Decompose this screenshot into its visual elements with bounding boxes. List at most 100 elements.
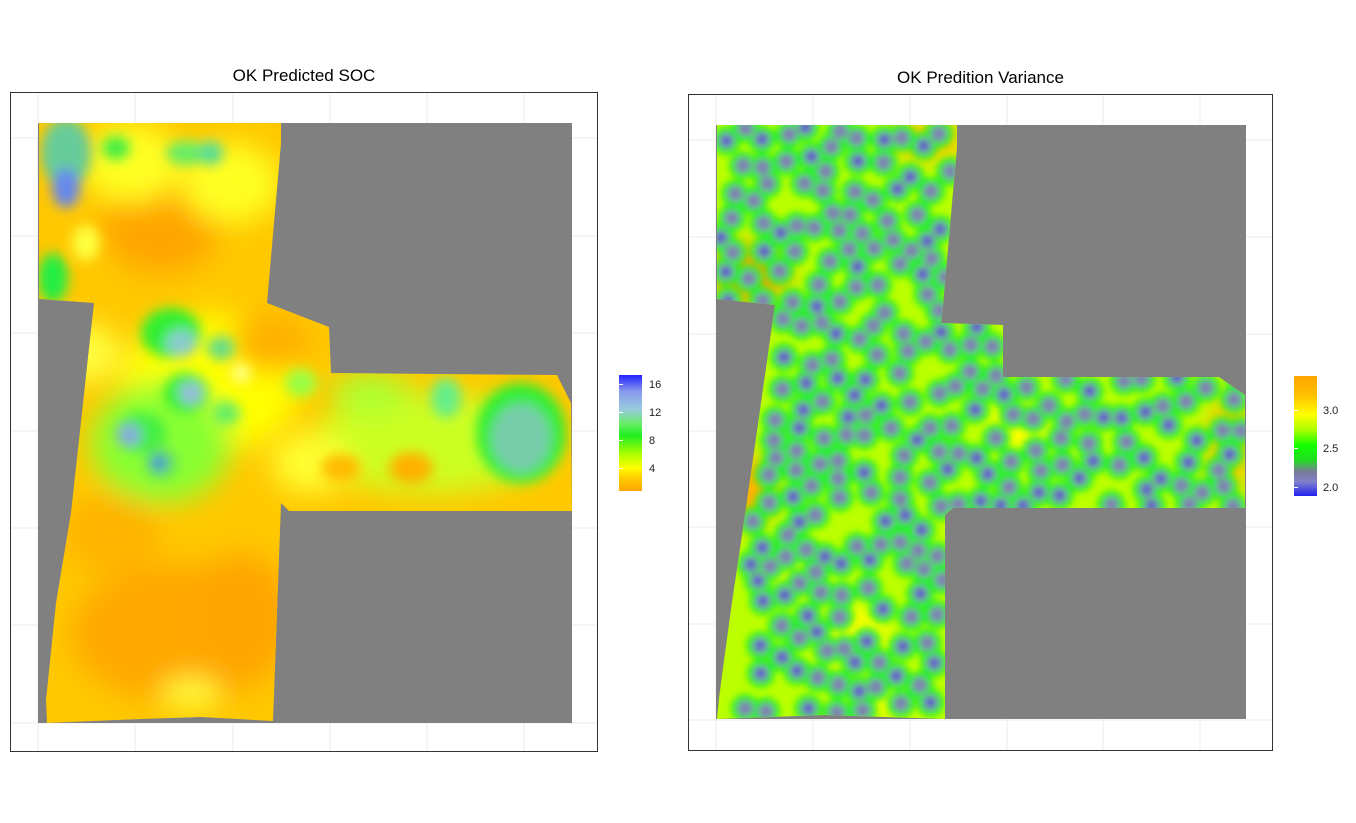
variance-blob xyxy=(760,247,768,255)
variance-blob xyxy=(856,427,873,444)
variance-blob xyxy=(936,225,944,233)
variance-blob xyxy=(851,331,868,348)
variance-blob xyxy=(830,452,847,469)
variance-blob xyxy=(885,231,902,248)
variance-blob xyxy=(984,338,1001,355)
variance-legend-tick-3-0: 3.0 xyxy=(1323,405,1339,417)
variance-blob xyxy=(919,634,936,651)
variance-blob xyxy=(929,606,946,623)
variance-blob xyxy=(832,330,840,338)
variance-blob xyxy=(838,426,855,443)
variance-blob xyxy=(795,518,803,526)
variance-blob xyxy=(1154,398,1171,415)
variance-legend-tick-mark xyxy=(1294,410,1298,411)
variance-blob xyxy=(854,157,862,165)
variance-blob xyxy=(813,302,821,310)
variance-blob xyxy=(1141,408,1149,416)
variance-blob xyxy=(808,153,816,161)
variance-blob xyxy=(848,279,865,296)
variance-blob xyxy=(860,468,868,476)
variance-blob xyxy=(860,579,877,596)
variance-blob xyxy=(771,262,788,279)
variance-blob xyxy=(876,304,893,321)
variance-blob xyxy=(745,192,762,209)
variance-blob xyxy=(1019,502,1027,510)
variance-blob xyxy=(1193,436,1201,444)
variance-blob xyxy=(943,417,960,434)
variance-blob xyxy=(816,430,833,447)
soc-legend-tick-mark xyxy=(619,412,623,413)
variance-blob xyxy=(831,489,848,506)
variance-blob xyxy=(1173,477,1190,494)
variance-blob xyxy=(784,294,801,311)
variance-blob xyxy=(830,470,847,487)
map-panel-variance xyxy=(688,94,1273,751)
variance-blob xyxy=(815,182,832,199)
variance-blob xyxy=(754,577,762,585)
variance-blob xyxy=(882,517,890,525)
variance-blob xyxy=(831,222,848,239)
variance-blob xyxy=(906,173,914,181)
variance-blob xyxy=(1032,462,1049,479)
variance-blob xyxy=(722,137,730,145)
variance-blob xyxy=(813,628,821,636)
variance-blob xyxy=(930,125,947,142)
variance-blob xyxy=(735,157,752,174)
variance-blob xyxy=(758,544,766,552)
variance-blob xyxy=(947,378,964,395)
variance-blob xyxy=(893,185,901,193)
variance-blob xyxy=(971,406,979,414)
variance-blob xyxy=(779,527,796,544)
variance-blob xyxy=(1215,478,1232,495)
variance-blob xyxy=(921,474,938,491)
variance-blob xyxy=(747,561,755,569)
variance-blob xyxy=(780,353,788,361)
variance-blob xyxy=(919,270,927,278)
variance-blob xyxy=(754,159,771,176)
variance-blob xyxy=(1027,442,1044,459)
variance-blob xyxy=(795,424,803,432)
variance-legend-tick-mark xyxy=(1294,448,1298,449)
variance-blob xyxy=(781,591,789,599)
variance-blob xyxy=(737,125,754,137)
variance-blob xyxy=(1075,474,1083,482)
variance-blob xyxy=(854,263,862,271)
variance-blob xyxy=(867,678,884,695)
variance-blob xyxy=(1118,414,1126,422)
variance-blob xyxy=(920,142,928,150)
variance-blob xyxy=(973,323,981,331)
variance-blob xyxy=(857,407,874,424)
variance-blob xyxy=(922,419,939,436)
variance-blob xyxy=(821,253,838,270)
variance-blob xyxy=(759,597,767,605)
variance-blob xyxy=(760,466,777,483)
variance-blob xyxy=(915,561,932,578)
variance-blob xyxy=(931,443,948,460)
variance-blob xyxy=(1148,502,1156,510)
variance-blob xyxy=(807,564,824,581)
variance-blob xyxy=(898,555,915,572)
variance-blob xyxy=(1157,475,1165,483)
variance-blob xyxy=(832,125,849,140)
variance-blob xyxy=(761,494,778,511)
variance-blob xyxy=(836,640,853,657)
variance-blob xyxy=(844,413,852,421)
variance-blob xyxy=(931,385,948,402)
variance-blob xyxy=(932,498,949,515)
variance-blob xyxy=(793,667,801,675)
variance-blob xyxy=(891,365,908,382)
variance-blob xyxy=(903,242,920,259)
variance-blob xyxy=(1178,393,1195,410)
variance-blob xyxy=(869,276,886,293)
variance-blob xyxy=(777,548,794,565)
variance-blob xyxy=(892,534,909,551)
variance-blob xyxy=(1140,454,1148,462)
variance-blob xyxy=(1080,435,1097,452)
variance-blob xyxy=(855,687,863,695)
variance-blob xyxy=(879,212,896,229)
variance-blob xyxy=(892,490,909,507)
variance-blob xyxy=(910,542,927,559)
variance-blob xyxy=(802,379,810,387)
variance-blob xyxy=(1165,421,1173,429)
variance-blob xyxy=(1053,430,1070,447)
